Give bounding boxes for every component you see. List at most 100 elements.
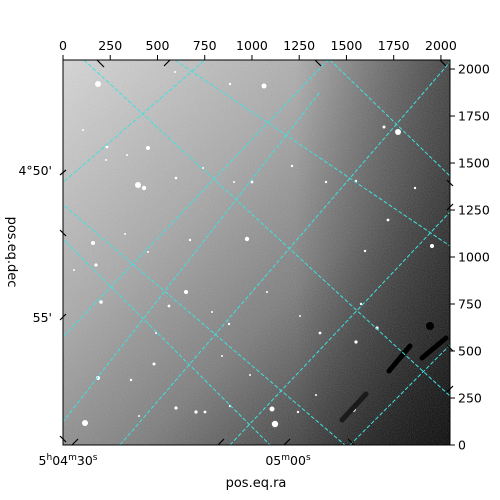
star bbox=[96, 376, 100, 380]
star bbox=[82, 420, 88, 426]
star bbox=[221, 355, 223, 357]
star bbox=[82, 129, 84, 131]
star bbox=[99, 300, 103, 304]
star bbox=[95, 81, 101, 87]
star bbox=[296, 410, 300, 414]
edge-tick-mark bbox=[446, 203, 454, 211]
star bbox=[105, 145, 109, 149]
star bbox=[194, 410, 198, 414]
star bbox=[227, 322, 231, 326]
star bbox=[167, 304, 171, 308]
star bbox=[299, 315, 301, 317]
star bbox=[261, 83, 267, 89]
star bbox=[430, 244, 434, 248]
right-axis-ticks: 0 250 500 750 1000 1250 1500 1750 2000 bbox=[450, 62, 490, 453]
star bbox=[354, 340, 358, 344]
edge-tick-mark bbox=[96, 59, 105, 68]
star bbox=[155, 332, 157, 334]
right-tick-label: 2000 bbox=[458, 62, 490, 77]
star bbox=[91, 241, 95, 245]
star bbox=[395, 129, 401, 135]
left-tick-label: 4°50' bbox=[18, 163, 52, 178]
star bbox=[363, 249, 367, 253]
top-tick-label: 500 bbox=[146, 38, 170, 53]
edge-tick-mark bbox=[283, 438, 291, 446]
star bbox=[244, 236, 250, 242]
star bbox=[250, 180, 254, 184]
dark-blob bbox=[426, 322, 434, 330]
top-tick-label: 1750 bbox=[378, 38, 410, 53]
right-tick-label: 1000 bbox=[458, 250, 490, 265]
right-tick-label: 750 bbox=[458, 297, 482, 312]
star bbox=[146, 146, 150, 150]
grid-line bbox=[174, 60, 450, 247]
star bbox=[386, 218, 390, 222]
star bbox=[249, 374, 251, 376]
satellite-streaks bbox=[339, 322, 449, 423]
bottom-tick-label: 5h04m30s bbox=[39, 453, 98, 468]
edge-tick-mark bbox=[59, 313, 67, 321]
edge-tick-mark bbox=[439, 59, 447, 67]
streak-2 bbox=[419, 335, 449, 361]
star bbox=[202, 167, 204, 169]
star bbox=[94, 263, 98, 267]
right-tick-label: 250 bbox=[458, 391, 482, 406]
star bbox=[152, 362, 156, 366]
left-tick-label: 55' bbox=[33, 310, 52, 325]
plot-frame bbox=[62, 59, 451, 446]
edge-tick-mark bbox=[446, 179, 454, 187]
edge-tick-mark bbox=[347, 438, 355, 446]
star bbox=[129, 378, 133, 382]
star bbox=[105, 159, 107, 161]
x-axis-title: pos.eq.ra bbox=[226, 476, 287, 491]
edge-tick-mark bbox=[59, 169, 67, 176]
star bbox=[290, 164, 294, 168]
star bbox=[126, 154, 128, 156]
star bbox=[271, 420, 279, 428]
edge-tick-mark bbox=[314, 59, 322, 67]
star bbox=[124, 233, 126, 235]
star bbox=[211, 311, 213, 313]
star bbox=[266, 291, 268, 293]
star bbox=[174, 71, 176, 73]
edge-tick-mark bbox=[71, 438, 79, 446]
star bbox=[318, 331, 322, 335]
edge-tick-mark bbox=[163, 59, 171, 67]
star bbox=[147, 251, 149, 253]
grid-line bbox=[63, 203, 346, 445]
grid-line bbox=[63, 60, 206, 184]
star bbox=[413, 186, 417, 190]
streak-1 bbox=[386, 343, 413, 374]
right-tick-label: 0 bbox=[458, 438, 466, 453]
edge-tick-mark bbox=[59, 435, 67, 443]
edge-tick-mark bbox=[446, 385, 454, 393]
right-tick-label: 1250 bbox=[458, 203, 490, 218]
right-tick-label: 500 bbox=[458, 344, 482, 359]
star bbox=[359, 302, 363, 306]
star bbox=[174, 176, 178, 180]
edge-tick-mark bbox=[59, 229, 67, 237]
grid-line bbox=[63, 238, 271, 445]
star bbox=[315, 394, 317, 396]
edge-tick-mark bbox=[217, 438, 225, 446]
star bbox=[203, 410, 207, 414]
top-tick-label: 0 bbox=[59, 38, 67, 53]
star bbox=[174, 406, 178, 410]
star bbox=[135, 182, 141, 188]
star bbox=[188, 238, 192, 242]
edge-tick-mark bbox=[446, 344, 454, 352]
grid-line bbox=[349, 344, 450, 445]
right-tick-label: 1750 bbox=[458, 109, 490, 124]
sky-image bbox=[63, 60, 450, 445]
grid-line bbox=[63, 60, 329, 338]
bottom-tick-label: 05m00s bbox=[265, 453, 311, 468]
top-tick-label: 1000 bbox=[236, 38, 268, 53]
star bbox=[73, 269, 75, 271]
star bbox=[269, 406, 275, 412]
star bbox=[233, 181, 235, 183]
grid-line bbox=[329, 60, 450, 177]
top-tick-label: 2000 bbox=[425, 38, 457, 53]
wcs-edge-ticks bbox=[59, 59, 454, 446]
streak-3 bbox=[339, 391, 369, 423]
